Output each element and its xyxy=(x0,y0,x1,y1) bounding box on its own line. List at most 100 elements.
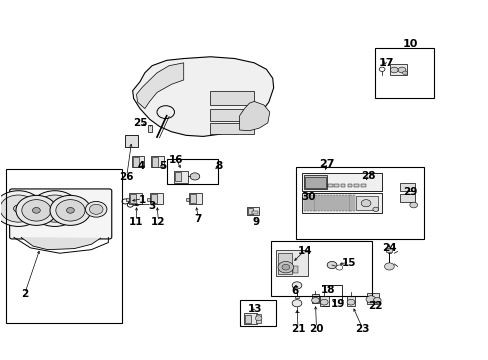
Text: 5: 5 xyxy=(159,161,166,171)
Bar xyxy=(312,195,314,211)
Circle shape xyxy=(384,263,393,270)
Text: 1: 1 xyxy=(139,195,146,205)
Text: 11: 11 xyxy=(129,217,143,227)
Text: 22: 22 xyxy=(368,301,382,311)
Bar xyxy=(151,194,157,203)
Circle shape xyxy=(0,195,37,222)
FancyBboxPatch shape xyxy=(10,189,112,239)
Bar xyxy=(186,198,189,202)
Bar xyxy=(353,195,355,211)
Bar xyxy=(132,157,138,167)
Circle shape xyxy=(366,296,375,303)
Bar xyxy=(147,198,150,202)
Text: 17: 17 xyxy=(377,58,393,68)
Text: 18: 18 xyxy=(320,285,335,295)
Bar xyxy=(321,195,323,211)
Text: 15: 15 xyxy=(341,258,356,268)
Bar xyxy=(294,296,298,298)
Bar xyxy=(389,64,407,75)
Bar xyxy=(166,158,217,184)
Bar xyxy=(318,195,320,211)
Circle shape xyxy=(66,207,74,213)
Bar xyxy=(276,250,307,276)
Text: 20: 20 xyxy=(308,324,323,334)
Text: 13: 13 xyxy=(247,304,262,314)
Bar xyxy=(301,173,381,191)
Bar xyxy=(311,294,319,303)
Bar xyxy=(128,193,142,204)
Polygon shape xyxy=(132,57,273,136)
Text: 23: 23 xyxy=(354,324,368,334)
Text: 28: 28 xyxy=(361,171,375,181)
Bar xyxy=(386,248,391,252)
Bar xyxy=(130,194,136,203)
Text: 29: 29 xyxy=(402,187,416,197)
Circle shape xyxy=(291,300,301,307)
Bar xyxy=(125,135,137,147)
Text: 6: 6 xyxy=(291,286,298,296)
Bar xyxy=(239,300,276,327)
Bar xyxy=(327,184,332,187)
Bar xyxy=(361,184,365,187)
Polygon shape xyxy=(21,237,101,249)
Text: 8: 8 xyxy=(215,161,223,171)
Bar xyxy=(210,123,254,134)
Bar xyxy=(334,184,338,187)
Bar xyxy=(246,207,258,215)
Text: 26: 26 xyxy=(120,172,134,182)
Circle shape xyxy=(56,200,85,221)
Circle shape xyxy=(311,297,319,303)
Bar xyxy=(292,266,297,273)
Circle shape xyxy=(282,264,289,270)
Circle shape xyxy=(335,265,342,270)
Circle shape xyxy=(190,173,200,180)
Circle shape xyxy=(89,204,103,214)
Circle shape xyxy=(32,207,40,213)
Circle shape xyxy=(320,299,327,305)
Bar xyxy=(174,171,187,183)
Bar xyxy=(350,195,352,211)
Circle shape xyxy=(14,205,23,212)
Circle shape xyxy=(85,202,107,217)
Bar xyxy=(303,175,326,189)
Circle shape xyxy=(50,195,91,225)
Circle shape xyxy=(397,67,405,73)
Text: 21: 21 xyxy=(290,324,305,334)
Bar xyxy=(244,315,250,323)
Bar xyxy=(251,211,257,214)
Circle shape xyxy=(122,199,128,204)
Circle shape xyxy=(255,316,262,321)
Bar xyxy=(374,48,433,98)
Circle shape xyxy=(326,261,336,269)
Bar xyxy=(354,184,358,187)
Bar xyxy=(329,195,331,211)
Polygon shape xyxy=(136,63,183,109)
Bar xyxy=(210,109,254,121)
Bar xyxy=(399,194,414,202)
Circle shape xyxy=(361,200,370,207)
Circle shape xyxy=(127,203,133,207)
Bar xyxy=(131,156,144,167)
Circle shape xyxy=(22,200,51,221)
Bar xyxy=(301,193,381,213)
Circle shape xyxy=(372,207,378,211)
Bar xyxy=(309,195,311,211)
Circle shape xyxy=(346,299,354,305)
Text: 10: 10 xyxy=(402,39,417,49)
Bar xyxy=(190,194,196,203)
Bar xyxy=(335,195,337,211)
Bar xyxy=(271,241,371,296)
Bar xyxy=(6,169,122,323)
Bar xyxy=(247,207,252,214)
Bar xyxy=(326,195,328,211)
Text: 12: 12 xyxy=(151,217,165,227)
Bar xyxy=(243,313,257,324)
Bar xyxy=(304,177,325,188)
Text: 16: 16 xyxy=(169,156,183,165)
Bar xyxy=(152,157,158,167)
Bar xyxy=(151,156,163,167)
Bar xyxy=(340,184,345,187)
Bar xyxy=(295,167,424,239)
Circle shape xyxy=(36,195,73,222)
Circle shape xyxy=(372,297,380,303)
